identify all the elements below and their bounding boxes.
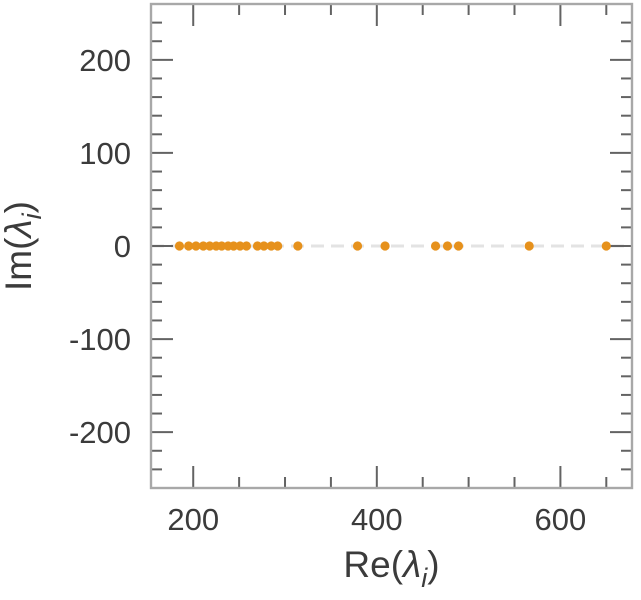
data-points: [174, 241, 611, 251]
data-point: [241, 241, 252, 251]
y-tick-label: 200: [79, 43, 131, 78]
y-axis-label: Im(λi): [0, 201, 47, 291]
y-tick-label: -200: [69, 415, 131, 450]
axis-labels: Re(λi) Im(λi): [0, 201, 440, 593]
x-tick-label: 400: [351, 502, 403, 537]
data-point: [442, 241, 453, 251]
data-point: [205, 241, 215, 251]
x-tick-label: 600: [535, 502, 587, 537]
data-point: [184, 241, 194, 251]
tick-labels: 200 400 600 -200 -100 0 100 200: [69, 43, 586, 537]
data-point: [273, 241, 283, 251]
data-point: [293, 241, 303, 251]
data-point: [217, 241, 227, 251]
axis-ticks: [151, 4, 632, 488]
x-axis-label: Re(λi): [343, 544, 439, 593]
data-point: [453, 241, 464, 251]
data-point: [380, 241, 390, 251]
data-point: [266, 241, 276, 251]
data-point: [430, 241, 441, 251]
data-point: [235, 241, 245, 251]
data-point: [601, 241, 611, 251]
data-point: [191, 241, 201, 251]
data-point: [174, 241, 185, 251]
y-tick-label: 100: [79, 136, 131, 171]
data-point: [198, 241, 208, 251]
plot-frame: [149, 2, 634, 490]
data-point: [259, 241, 269, 251]
x-tick-label: 200: [167, 502, 219, 537]
data-point: [524, 241, 534, 251]
data-point: [352, 241, 363, 251]
y-tick-label: -100: [69, 322, 131, 357]
data-point: [229, 241, 239, 251]
data-point: [252, 241, 263, 251]
y-tick-label: 0: [114, 229, 131, 264]
